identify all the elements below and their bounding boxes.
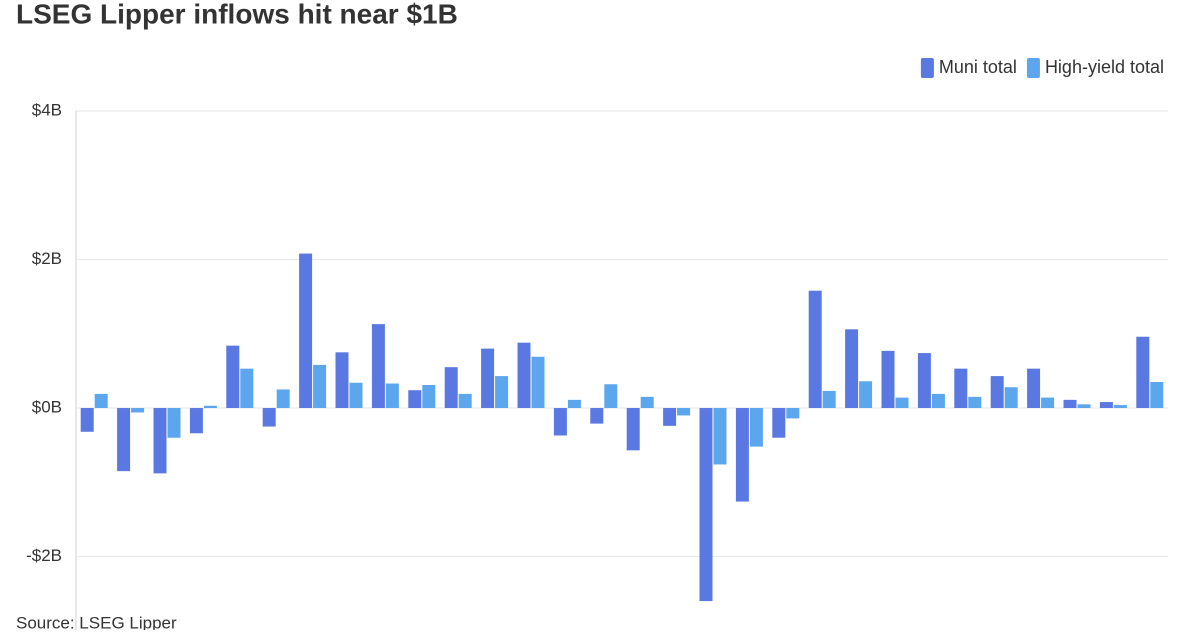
- bar: [713, 408, 727, 465]
- bar: [408, 390, 422, 409]
- y-tick-label: $4B: [32, 100, 62, 119]
- bar: [240, 368, 254, 409]
- bar: [203, 405, 217, 409]
- bar: [1136, 336, 1150, 409]
- bar: [553, 408, 567, 436]
- bar: [371, 324, 385, 409]
- bar: [80, 408, 94, 432]
- bar: [1041, 397, 1055, 409]
- bar: [1150, 382, 1164, 409]
- y-tick-label: -$2B: [26, 546, 62, 565]
- bar: [640, 396, 654, 409]
- bar: [786, 408, 800, 419]
- bar: [1027, 368, 1041, 409]
- y-tick-label: $0B: [32, 397, 62, 416]
- bar: [444, 367, 458, 409]
- bar: [808, 290, 822, 409]
- bar: [917, 353, 931, 409]
- bar: [299, 253, 313, 409]
- bar: [699, 408, 713, 602]
- bar: [735, 408, 749, 502]
- bar: [845, 329, 859, 409]
- bar: [313, 364, 327, 409]
- bar: [517, 342, 531, 409]
- legend-swatch: [1026, 58, 1040, 78]
- bar: [276, 389, 290, 409]
- bar: [749, 408, 763, 447]
- legend-label: High-yield total: [1045, 57, 1164, 77]
- bar: [772, 408, 786, 438]
- bar: [931, 393, 945, 409]
- source-note: Source: LSEG Lipper: [16, 613, 177, 630]
- bar: [495, 376, 509, 409]
- bar: [895, 397, 909, 409]
- bar: [954, 368, 968, 409]
- bar: [189, 408, 203, 434]
- bar: [604, 384, 618, 409]
- bar: [481, 348, 495, 409]
- bar: [1099, 402, 1113, 409]
- bar: [226, 345, 240, 409]
- bar: [859, 381, 873, 409]
- bar: [567, 399, 581, 409]
- bar: [422, 384, 436, 409]
- bar: [677, 408, 691, 416]
- bar: [626, 408, 640, 451]
- bar: [822, 390, 836, 409]
- bar: [990, 376, 1004, 409]
- bar: [531, 356, 545, 409]
- bar: [590, 408, 604, 424]
- legend-label: Muni total: [939, 57, 1017, 77]
- bar: [968, 396, 982, 409]
- bar: [458, 393, 472, 409]
- chart-title: LSEG Lipper inflows hit near $1B: [16, 0, 458, 29]
- bar: [385, 383, 399, 409]
- bar: [117, 408, 131, 472]
- legend-swatch: [920, 58, 934, 78]
- bar: [335, 352, 349, 409]
- bar: [153, 408, 167, 474]
- y-tick-label: $2B: [32, 249, 62, 268]
- bar: [262, 408, 276, 427]
- bar: [1077, 404, 1091, 409]
- bar: [881, 350, 895, 409]
- bar: [1063, 399, 1077, 409]
- bar: [167, 408, 181, 438]
- bar: [349, 382, 363, 409]
- bar: [94, 393, 108, 409]
- bar: [663, 408, 677, 426]
- bar: [131, 408, 145, 413]
- bar: [1004, 387, 1018, 409]
- bar: [1113, 405, 1127, 409]
